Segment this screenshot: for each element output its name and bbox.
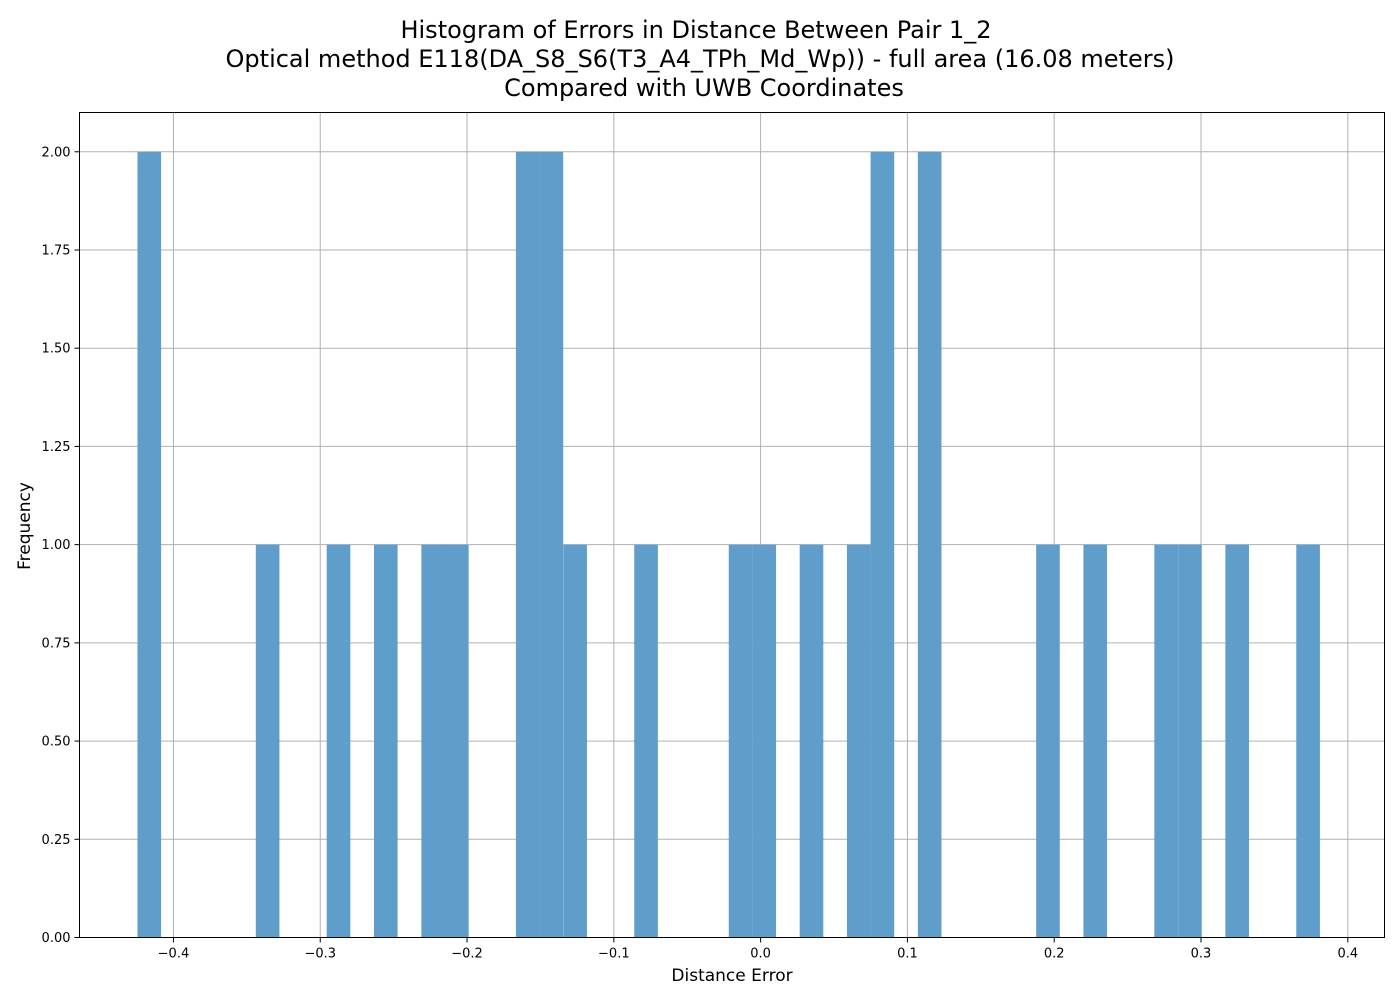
histogram-bar [373, 544, 398, 938]
chart-title: Histogram of Errors in Distance Between … [226, 16, 1175, 102]
y-tick-label: 0.75 [42, 636, 71, 651]
y-axis-label: Frequency [15, 482, 35, 570]
y-tick-label: 1.25 [42, 440, 71, 455]
histogram-bar [539, 151, 564, 938]
y-tick-label: 0.00 [42, 931, 71, 946]
x-tick-label: 0.3 [1191, 947, 1212, 962]
y-tick-label: 0.50 [42, 735, 71, 750]
histogram-bar [421, 544, 446, 938]
histogram-bar [634, 544, 658, 938]
y-tick-label: 1.75 [42, 244, 71, 259]
histogram-bar [1154, 544, 1178, 938]
y-tick-label: 1.00 [42, 538, 71, 553]
histogram-bar [326, 544, 351, 938]
histogram-bar [752, 544, 777, 938]
plot-frame [79, 112, 1385, 938]
x-tick-label: 0.2 [1044, 947, 1065, 962]
histogram-bar [917, 151, 942, 938]
histogram-bar [728, 544, 753, 938]
x-axis-ticks: −0.4 −0.3 −0.2 −0.1 0.0 0.1 0.2 0.3 0.4 [158, 937, 1358, 962]
x-axis-label: Distance Error [671, 966, 792, 986]
histogram-bar [515, 151, 540, 938]
y-axis-ticks: 0.00 0.25 0.50 0.75 1.00 1.25 1.50 1.75 2.00 [42, 145, 80, 946]
histogram-bar [846, 544, 871, 938]
x-tick-label: −0.3 [304, 947, 336, 962]
x-tick-label: −0.4 [158, 947, 190, 962]
histogram-bar [799, 544, 824, 938]
histogram-bar [1036, 544, 1060, 938]
x-tick-label: 0.4 [1337, 947, 1358, 962]
histogram-bar [1225, 544, 1250, 938]
histogram-bar [870, 151, 895, 938]
y-tick-label: 0.25 [42, 833, 71, 848]
x-tick-label: 0.0 [750, 947, 771, 962]
histogram-bar [255, 544, 280, 938]
histogram-bar [137, 151, 162, 938]
histogram-bar [445, 544, 469, 938]
x-tick-label: 0.1 [897, 947, 918, 962]
chart-title-line-3: Compared with UWB Coordinates [504, 74, 904, 102]
histogram-bar [1178, 544, 1202, 938]
histogram-bar [1083, 544, 1108, 938]
histogram-bar [1296, 544, 1320, 938]
x-tick-label: −0.2 [451, 947, 483, 962]
histogram-bars [137, 151, 1320, 938]
chart-title-line-1: Histogram of Errors in Distance Between … [400, 16, 991, 44]
y-tick-label: 1.50 [42, 342, 71, 357]
x-tick-label: −0.1 [598, 947, 630, 962]
chart-title-line-2: Optical method E118(DA_S8_S6(T3_A4_TPh_M… [226, 45, 1175, 73]
y-tick-label: 2.00 [42, 145, 71, 160]
histogram-bar [563, 544, 587, 938]
